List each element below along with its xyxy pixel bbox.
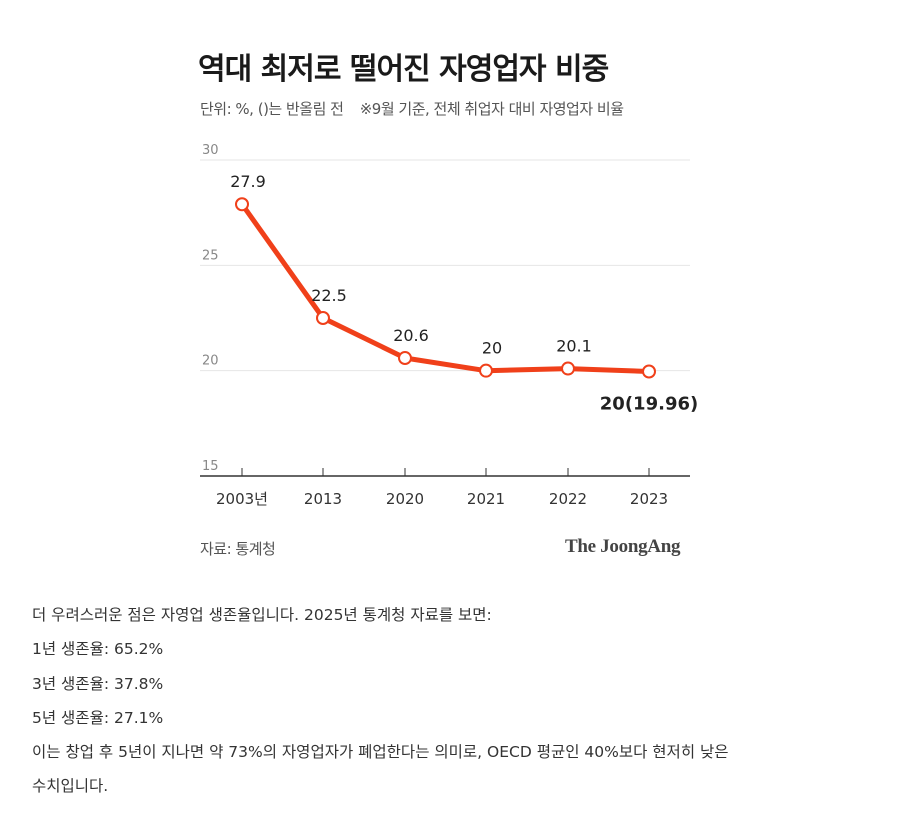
body-paragraph-intro: 더 우려스러운 점은 자영업 생존율입니다. 2025년 통계청 자료를 보면:: [32, 606, 492, 624]
body-paragraph-conclusion-end: 수치입니다.: [32, 777, 109, 796]
x-tick-label: 2023: [630, 490, 668, 508]
data-point: [316, 311, 330, 325]
data-label: 22.5: [311, 286, 347, 305]
data-point: [479, 363, 493, 378]
chart-figure: 역대 최저로 떨어진 자영업자 비중 단위: %, ()는 반올림 전 ※9월 …: [198, 52, 698, 558]
article-body: 더 우려스러운 점은 자영업 생존율입니다. 2025년 통계청 자료를 보면:…: [32, 598, 872, 804]
y-tick-label: 30: [202, 143, 219, 158]
unit-note: 단위: %, ()는 반올림 전: [200, 100, 344, 118]
y-tick-label: 15: [202, 459, 219, 474]
chart-title: 역대 최저로 떨어진 자영업자 비중: [198, 52, 609, 87]
body-line-survival-3yr: 3년 생존율: 37.8%: [32, 674, 164, 693]
data-label: 20.6: [393, 326, 429, 345]
data-label: 20(19.96): [600, 394, 698, 415]
x-tick-label: 2022: [549, 490, 587, 508]
x-tick-label: 2003년: [216, 490, 268, 508]
body-line-survival-5yr: 5년 생존율: 27.1%: [32, 708, 164, 727]
y-tick-label: 25: [202, 248, 219, 263]
x-tick-label: 2021: [467, 490, 505, 508]
data-label: 27.9: [230, 172, 266, 191]
data-point: [561, 361, 575, 376]
basis-note: ※9월 기준, 전체 취업자 대비 자영업자 비율: [359, 100, 624, 118]
x-tick-label: 2013: [304, 490, 342, 508]
chart-subtitle: 단위: %, ()는 반올림 전 ※9월 기준, 전체 취업자 대비 자영업자 …: [200, 98, 624, 119]
data-label: 20.1: [556, 337, 592, 356]
data-label: 20: [482, 339, 502, 358]
publisher-logo: The JoongAng: [565, 536, 681, 557]
data-point: [642, 364, 656, 379]
x-tick-label: 2020: [386, 490, 424, 508]
y-tick-label: 20: [202, 354, 219, 369]
data-point: [398, 351, 412, 366]
body-line-survival-1yr: 1년 생존율: 65.2%: [32, 640, 164, 659]
source-note: 자료: 통계청: [200, 540, 276, 558]
body-paragraph-conclusion: 이는 창업 후 5년이 지나면 약 73%의 자영업자가 폐업한다는 의미로, …: [32, 743, 729, 762]
line-chart: 30 25 20 15 2003년 2013 2020 2021 2022 2023 27.9 22.…: [200, 143, 698, 508]
data-point: [235, 197, 249, 212]
series-line: [239, 201, 652, 374]
